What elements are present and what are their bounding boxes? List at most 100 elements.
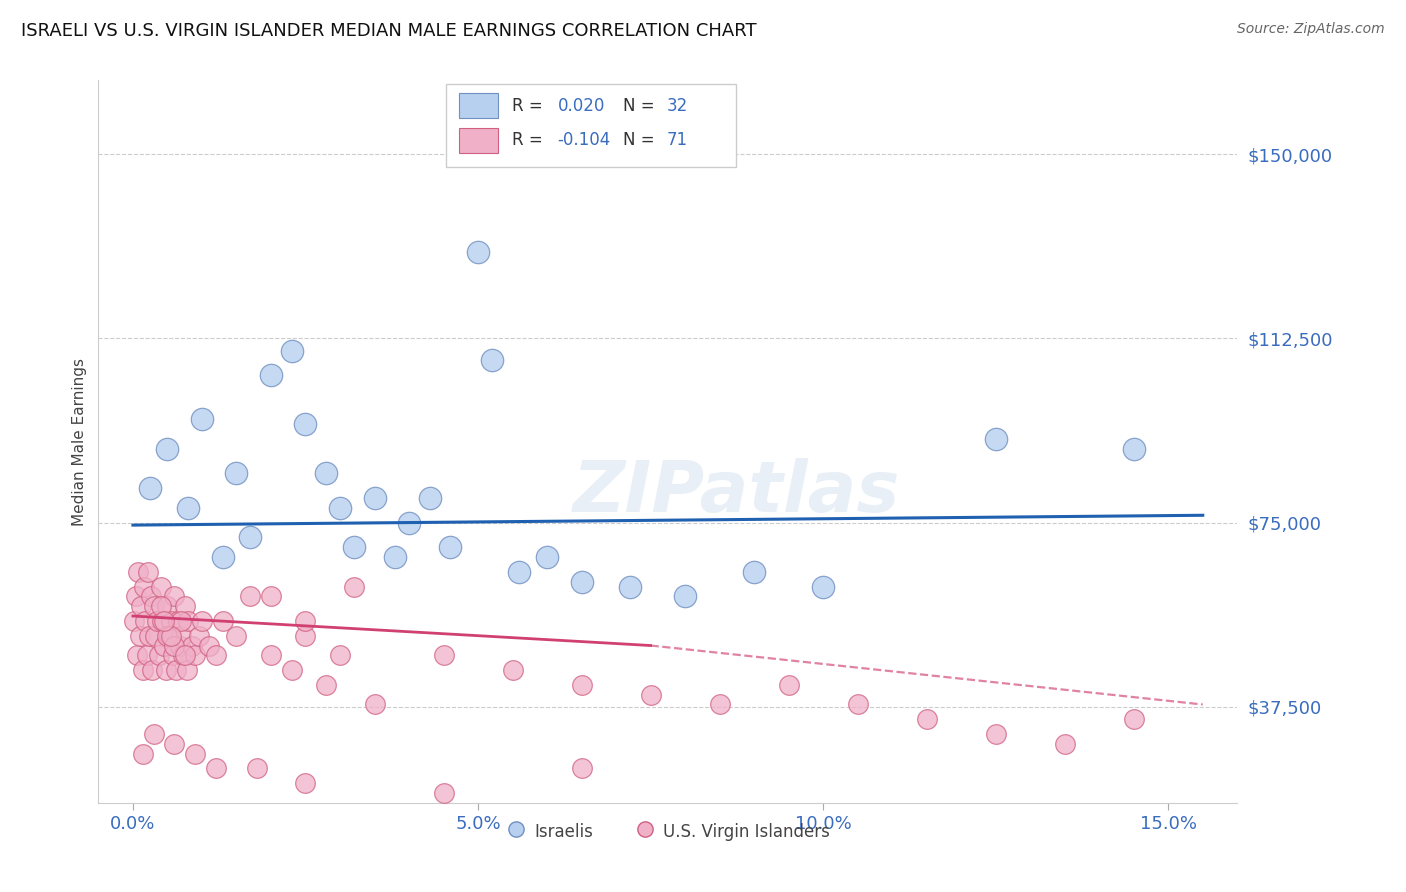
Point: [315, 678, 337, 692]
Point: [246, 761, 269, 775]
Point: [184, 747, 207, 761]
Point: [1122, 712, 1144, 726]
Point: [165, 663, 187, 677]
Legend: Israelis, U.S. Virgin Islanders: Israelis, U.S. Virgin Islanders: [499, 815, 837, 848]
Point: [571, 574, 593, 589]
Text: N =: N =: [623, 96, 661, 114]
Point: [139, 481, 162, 495]
Point: [280, 343, 302, 358]
Point: [124, 614, 146, 628]
Point: [177, 500, 200, 515]
Point: [153, 639, 176, 653]
Point: [481, 353, 503, 368]
Point: [150, 614, 173, 628]
Point: [163, 639, 186, 653]
Point: [135, 648, 157, 663]
Point: [329, 648, 352, 663]
Text: Source: ZipAtlas.com: Source: ZipAtlas.com: [1237, 22, 1385, 37]
Point: [131, 663, 153, 677]
Point: [673, 590, 696, 604]
Point: [134, 614, 156, 628]
Point: [166, 614, 188, 628]
Point: [149, 580, 172, 594]
Point: [846, 698, 869, 712]
Point: [294, 417, 316, 432]
Point: [571, 678, 593, 692]
Point: [132, 747, 155, 761]
Point: [160, 614, 183, 628]
Point: [141, 663, 163, 677]
Point: [508, 565, 530, 579]
Text: ISRAELI VS U.S. VIRGIN ISLANDER MEDIAN MALE EARNINGS CORRELATION CHART: ISRAELI VS U.S. VIRGIN ISLANDER MEDIAN M…: [21, 22, 756, 40]
Point: [170, 614, 193, 628]
Text: 32: 32: [666, 96, 688, 114]
Point: [180, 639, 202, 653]
Point: [280, 663, 302, 677]
Point: [239, 530, 262, 544]
Point: [173, 648, 195, 663]
Point: [160, 629, 183, 643]
Point: [502, 663, 524, 677]
Point: [467, 245, 489, 260]
Point: [142, 599, 165, 614]
Point: [153, 614, 176, 628]
Point: [419, 491, 441, 505]
Text: 0.020: 0.020: [557, 96, 605, 114]
Point: [363, 491, 385, 505]
Point: [162, 648, 184, 663]
Point: [125, 648, 148, 663]
Point: [225, 467, 247, 481]
Point: [260, 648, 283, 663]
Point: [239, 590, 262, 604]
Point: [191, 412, 214, 426]
Point: [536, 549, 558, 564]
Point: [155, 663, 177, 677]
Point: [432, 786, 454, 800]
FancyBboxPatch shape: [460, 128, 498, 153]
Point: [439, 540, 461, 554]
Point: [136, 565, 159, 579]
Point: [619, 580, 641, 594]
Point: [156, 599, 179, 614]
Point: [294, 614, 316, 628]
Point: [146, 614, 169, 628]
Point: [778, 678, 800, 692]
Point: [176, 663, 198, 677]
Point: [172, 648, 194, 663]
Point: [1053, 737, 1076, 751]
Point: [742, 565, 765, 579]
Point: [132, 580, 155, 594]
Point: [329, 500, 352, 515]
Point: [170, 629, 193, 643]
Point: [127, 565, 149, 579]
Point: [343, 580, 366, 594]
Point: [129, 599, 152, 614]
Point: [163, 590, 186, 604]
Point: [138, 629, 160, 643]
Text: R =: R =: [512, 131, 548, 149]
Point: [384, 549, 406, 564]
Point: [156, 442, 179, 456]
Point: [398, 516, 420, 530]
Point: [173, 599, 195, 614]
Point: [294, 629, 316, 643]
Point: [260, 590, 283, 604]
Point: [169, 639, 191, 653]
Point: [149, 599, 172, 614]
Point: [177, 614, 200, 628]
Point: [143, 629, 166, 643]
Text: N =: N =: [623, 131, 661, 149]
Point: [315, 467, 337, 481]
Point: [184, 648, 207, 663]
Text: R =: R =: [512, 96, 548, 114]
Point: [163, 737, 186, 751]
Point: [984, 727, 1007, 741]
Point: [984, 432, 1007, 446]
Point: [139, 590, 162, 604]
Point: [432, 648, 454, 663]
Point: [211, 549, 233, 564]
Point: [571, 761, 593, 775]
Point: [204, 648, 226, 663]
Point: [142, 727, 165, 741]
Text: -0.104: -0.104: [557, 131, 610, 149]
